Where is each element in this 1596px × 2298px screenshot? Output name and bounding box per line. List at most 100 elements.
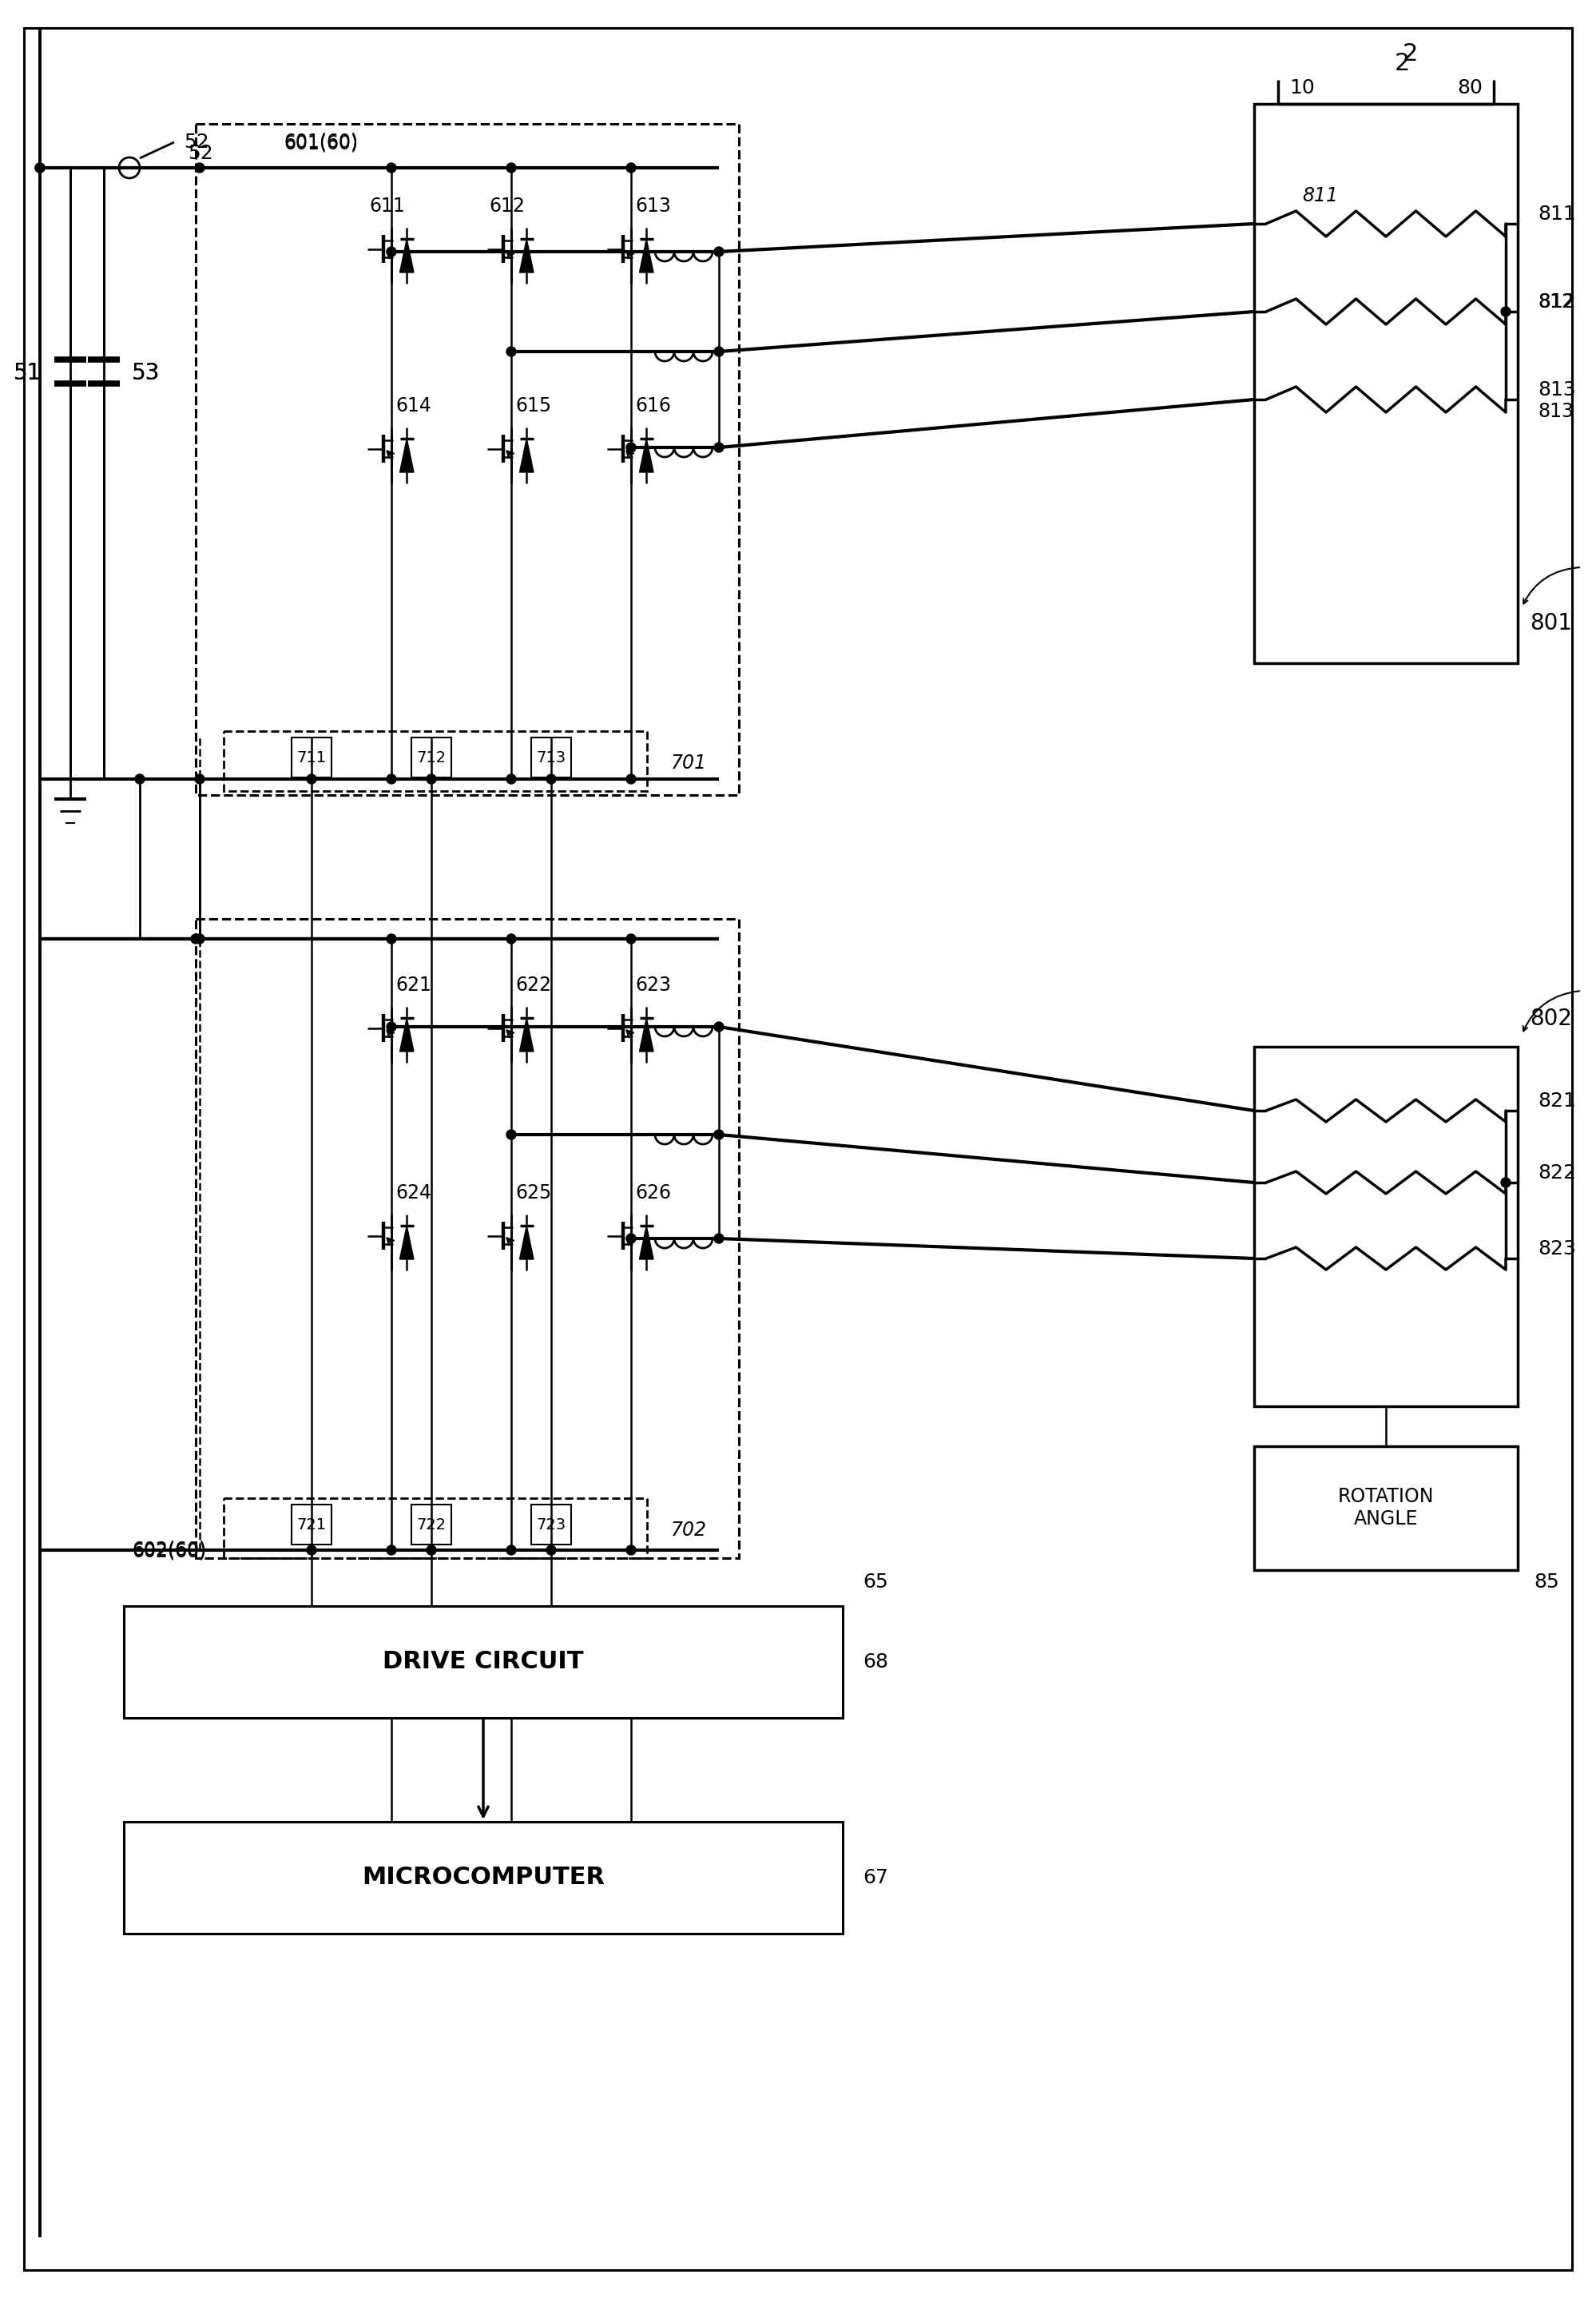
Text: 823: 823 — [1537, 1239, 1575, 1259]
Bar — [1254, 1046, 1518, 1406]
Text: 722: 722 — [417, 1517, 447, 1533]
Circle shape — [626, 444, 635, 453]
Circle shape — [192, 933, 201, 944]
Text: 822: 822 — [1537, 1163, 1575, 1183]
Polygon shape — [520, 1018, 533, 1052]
Text: 51: 51 — [13, 363, 41, 384]
Text: 721: 721 — [297, 1517, 326, 1533]
Circle shape — [506, 1544, 516, 1556]
Circle shape — [713, 347, 723, 356]
Text: 67: 67 — [863, 1868, 887, 1887]
Text: 85: 85 — [1534, 1572, 1559, 1593]
Circle shape — [195, 774, 204, 784]
Text: 80: 80 — [1457, 78, 1483, 97]
Text: 68: 68 — [863, 1652, 889, 1671]
Polygon shape — [640, 1225, 653, 1259]
Text: 812: 812 — [1537, 292, 1575, 313]
Circle shape — [386, 933, 396, 944]
Text: 10: 10 — [1290, 78, 1315, 97]
Circle shape — [426, 774, 436, 784]
Text: 602(60): 602(60) — [132, 1542, 206, 1560]
Circle shape — [1500, 1179, 1510, 1188]
Polygon shape — [401, 439, 413, 471]
Text: 702: 702 — [670, 1521, 707, 1540]
Bar — [531, 1505, 571, 1544]
Circle shape — [35, 163, 45, 172]
Circle shape — [713, 1131, 723, 1140]
Circle shape — [426, 1544, 436, 1556]
Text: 723: 723 — [536, 1517, 567, 1533]
Circle shape — [713, 1234, 723, 1243]
Text: 601(60): 601(60) — [284, 133, 358, 152]
Circle shape — [136, 774, 145, 784]
Text: 813: 813 — [1537, 402, 1574, 421]
Text: 65: 65 — [863, 1572, 887, 1593]
Bar — [1254, 103, 1518, 664]
Bar — [292, 738, 332, 777]
Bar — [196, 124, 739, 795]
Text: 601(60): 601(60) — [284, 133, 358, 154]
Bar — [196, 919, 739, 1558]
Polygon shape — [520, 239, 533, 273]
Circle shape — [195, 163, 204, 172]
Circle shape — [546, 774, 555, 784]
Text: 612: 612 — [490, 198, 525, 216]
Polygon shape — [640, 1018, 653, 1052]
Bar — [223, 731, 646, 791]
Circle shape — [386, 246, 396, 257]
Circle shape — [506, 1131, 516, 1140]
Text: 821: 821 — [1537, 1092, 1575, 1110]
Polygon shape — [401, 1225, 413, 1259]
Bar — [124, 1822, 843, 1933]
Bar — [292, 1505, 332, 1544]
Circle shape — [713, 444, 723, 453]
Bar — [531, 738, 571, 777]
Circle shape — [386, 1544, 396, 1556]
Circle shape — [626, 1234, 635, 1243]
Text: 701: 701 — [670, 754, 707, 772]
Circle shape — [546, 1544, 555, 1556]
Text: 2: 2 — [1395, 53, 1409, 76]
Text: 812: 812 — [1537, 292, 1574, 313]
Circle shape — [626, 933, 635, 944]
Text: DRIVE CIRCUIT: DRIVE CIRCUIT — [383, 1650, 584, 1673]
Circle shape — [626, 163, 635, 172]
Circle shape — [35, 163, 45, 172]
Text: 712: 712 — [417, 749, 447, 765]
Text: 51: 51 — [13, 363, 41, 384]
Text: 623: 623 — [635, 977, 670, 995]
Circle shape — [626, 1544, 635, 1556]
Bar — [223, 1498, 646, 1558]
Text: 813: 813 — [1537, 381, 1575, 400]
Text: 713: 713 — [536, 749, 567, 765]
Circle shape — [386, 1023, 396, 1032]
Text: 613: 613 — [635, 198, 670, 216]
Text: 52: 52 — [184, 133, 209, 152]
Circle shape — [626, 774, 635, 784]
Circle shape — [506, 774, 516, 784]
Text: 52: 52 — [188, 145, 214, 163]
Text: 802: 802 — [1529, 1007, 1572, 1030]
Text: 626: 626 — [635, 1183, 670, 1202]
Polygon shape — [640, 239, 653, 273]
Polygon shape — [640, 439, 653, 471]
Circle shape — [195, 933, 204, 944]
Polygon shape — [401, 1018, 413, 1052]
Bar — [412, 1505, 452, 1544]
Circle shape — [306, 774, 316, 784]
Text: 811: 811 — [1537, 205, 1575, 223]
Circle shape — [506, 347, 516, 356]
Bar — [412, 738, 452, 777]
Polygon shape — [401, 239, 413, 273]
Text: 711: 711 — [297, 749, 326, 765]
Text: 624: 624 — [396, 1183, 431, 1202]
Polygon shape — [520, 1225, 533, 1259]
Bar — [1254, 1445, 1518, 1570]
Circle shape — [386, 163, 396, 172]
Circle shape — [506, 933, 516, 944]
Text: 616: 616 — [635, 395, 670, 416]
Text: MICROCOMPUTER: MICROCOMPUTER — [362, 1866, 605, 1889]
Circle shape — [713, 1023, 723, 1032]
Bar — [124, 1606, 843, 1719]
Circle shape — [386, 774, 396, 784]
